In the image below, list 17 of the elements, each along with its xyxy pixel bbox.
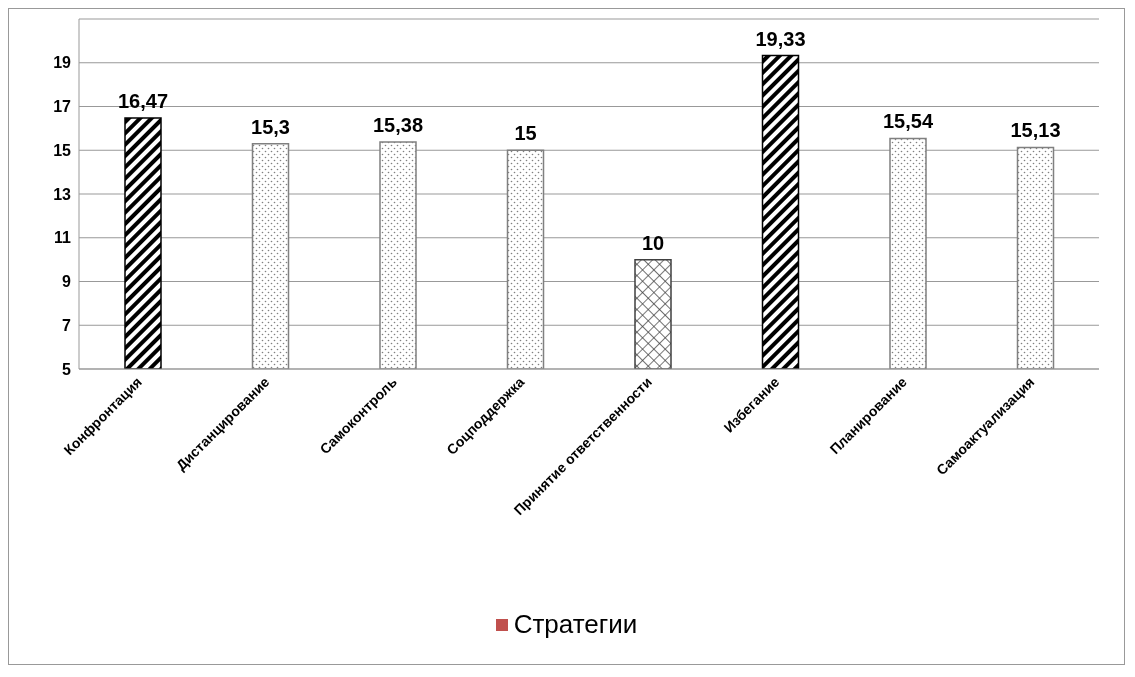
y-tick-label: 17 xyxy=(53,98,72,116)
data-label: 15,3 xyxy=(251,115,290,138)
data-label: 15,13 xyxy=(1010,119,1061,142)
data-label: 16,47 xyxy=(117,90,169,113)
y-tick-label: 13 xyxy=(53,185,72,203)
data-label: 19,33 xyxy=(755,27,806,50)
y-tick-label: 19 xyxy=(53,54,72,72)
y-tick-label: 9 xyxy=(62,273,72,291)
y-tick-label: 5 xyxy=(62,360,72,378)
data-label: 15,54 xyxy=(882,110,934,133)
data-label: 15 xyxy=(514,122,537,145)
text: Стратегии xyxy=(512,609,638,640)
y-tick-label: 7 xyxy=(62,316,72,334)
y-tick-label: 11 xyxy=(54,229,72,247)
data-label: 10 xyxy=(641,231,665,254)
data-label: 15,38 xyxy=(372,113,424,136)
y-tick-label: 15 xyxy=(53,141,72,159)
